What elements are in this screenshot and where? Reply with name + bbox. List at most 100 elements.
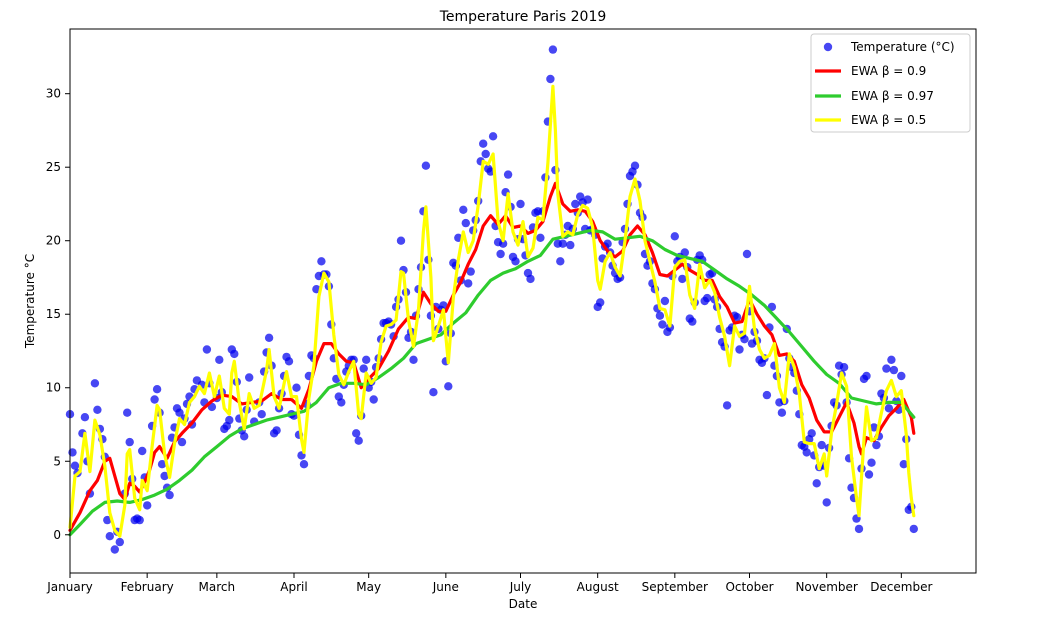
temperature-point bbox=[175, 408, 184, 417]
temperature-point bbox=[464, 279, 473, 288]
temperature-point bbox=[157, 460, 167, 469]
temperature-point bbox=[362, 355, 371, 364]
temperature-point bbox=[678, 274, 687, 284]
temperature-point bbox=[177, 437, 187, 447]
temperature-point bbox=[516, 199, 525, 209]
temperature-point bbox=[245, 373, 254, 382]
temperature-point bbox=[566, 240, 575, 250]
temperature-point bbox=[257, 410, 266, 419]
x-tick-label: August bbox=[577, 580, 619, 594]
temperature-point bbox=[817, 440, 826, 450]
temperature-point bbox=[421, 161, 431, 170]
temperature-point bbox=[882, 364, 891, 373]
x-tick-label: May bbox=[356, 580, 381, 594]
temperature-point bbox=[80, 413, 90, 422]
temperature-point bbox=[630, 161, 640, 170]
temperature-point bbox=[688, 317, 697, 326]
temperature-point bbox=[556, 257, 565, 266]
temperature-point bbox=[742, 249, 752, 259]
temperature-point bbox=[872, 440, 881, 450]
temperature-point bbox=[215, 355, 224, 364]
temperature-point bbox=[317, 257, 326, 266]
y-tick-label: 0 bbox=[53, 528, 61, 542]
y-axis-label: Temperature °C bbox=[23, 254, 37, 349]
legend-box bbox=[810, 33, 971, 133]
temperature-point bbox=[496, 249, 505, 259]
temperature-point bbox=[680, 248, 689, 257]
temperature-point bbox=[466, 267, 475, 276]
temperature-point bbox=[123, 408, 132, 417]
temperature-point bbox=[110, 545, 120, 554]
x-tick-label: June bbox=[432, 580, 459, 594]
temperature-point bbox=[396, 236, 406, 245]
temperature-point bbox=[660, 296, 670, 306]
temperature-point bbox=[272, 426, 281, 435]
temperature-point bbox=[230, 349, 239, 359]
temperature-point bbox=[93, 405, 102, 414]
temperature-point bbox=[103, 515, 112, 525]
ticks-layer: 0 5 10 15 20 25 30 January February March April May… bbox=[46, 87, 933, 594]
temperature-point bbox=[498, 239, 508, 248]
y-tick-label: 30 bbox=[46, 87, 61, 101]
temperature-point bbox=[429, 388, 438, 397]
temperature-point bbox=[511, 257, 520, 266]
temperature-point bbox=[409, 355, 418, 364]
temperature-point bbox=[479, 139, 488, 148]
temperature-point bbox=[889, 365, 899, 375]
temperature-point bbox=[369, 395, 378, 404]
temperature-point bbox=[150, 395, 159, 404]
temperature-point bbox=[359, 364, 368, 373]
temperature-point bbox=[352, 429, 361, 438]
temperature-point bbox=[526, 274, 535, 284]
temperature-point bbox=[165, 490, 174, 500]
temperature-point bbox=[90, 379, 100, 388]
temperature-point bbox=[143, 501, 152, 510]
temperature-point bbox=[548, 45, 558, 54]
temperature-point bbox=[488, 132, 498, 141]
temperature-point bbox=[299, 460, 309, 469]
temperature-point bbox=[583, 195, 592, 204]
temperature-point bbox=[105, 532, 115, 541]
temperature-point bbox=[536, 233, 545, 242]
x-tick-label: February bbox=[121, 580, 174, 594]
chart-title: Temperature Paris 2019 bbox=[439, 9, 607, 25]
temperature-point bbox=[152, 385, 162, 394]
x-tick-label: March bbox=[199, 580, 236, 594]
temperature-point bbox=[337, 398, 346, 407]
x-tick-label: January bbox=[46, 580, 93, 594]
ewa-line-2 bbox=[68, 228, 916, 537]
temperature-point bbox=[115, 537, 125, 547]
temperature-point bbox=[864, 470, 874, 479]
temperature-point bbox=[854, 524, 864, 534]
temperature-point bbox=[125, 437, 134, 447]
temperature-point bbox=[777, 408, 787, 417]
temperature-point bbox=[839, 363, 849, 372]
temperature-point bbox=[439, 301, 448, 310]
temperature-point bbox=[732, 313, 742, 322]
x-tick-label: April bbox=[280, 580, 307, 594]
temperature-point bbox=[225, 415, 234, 425]
scatter-series bbox=[65, 45, 918, 554]
temperature-point bbox=[887, 355, 896, 364]
temperature-point bbox=[444, 382, 453, 391]
y-tick-label: 15 bbox=[46, 307, 61, 321]
temperature-point bbox=[658, 320, 667, 329]
temperature-point bbox=[596, 298, 605, 307]
temperature-point bbox=[292, 383, 301, 392]
temperature-point bbox=[812, 479, 821, 488]
temperature-point bbox=[909, 524, 918, 534]
temperature-point bbox=[735, 345, 744, 354]
temperature-point bbox=[869, 423, 879, 432]
x-tick-label: October bbox=[725, 580, 773, 594]
x-axis-label: Date bbox=[509, 597, 538, 611]
temperature-point bbox=[897, 371, 906, 381]
x-tick-label: July bbox=[509, 580, 532, 594]
temperature-point bbox=[722, 401, 732, 410]
y-tick-label: 25 bbox=[46, 160, 61, 174]
temperature-point bbox=[70, 461, 80, 470]
temperature-point bbox=[862, 371, 871, 381]
temperature-point bbox=[571, 199, 580, 209]
plot-frame bbox=[69, 28, 977, 574]
temperature-point bbox=[670, 232, 679, 241]
temperature-point bbox=[546, 74, 555, 84]
